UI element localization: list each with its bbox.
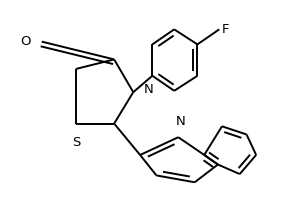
Text: O: O xyxy=(20,35,31,48)
Text: S: S xyxy=(72,136,80,149)
Text: F: F xyxy=(222,23,230,36)
Text: N: N xyxy=(144,83,154,96)
Text: N: N xyxy=(176,115,186,128)
